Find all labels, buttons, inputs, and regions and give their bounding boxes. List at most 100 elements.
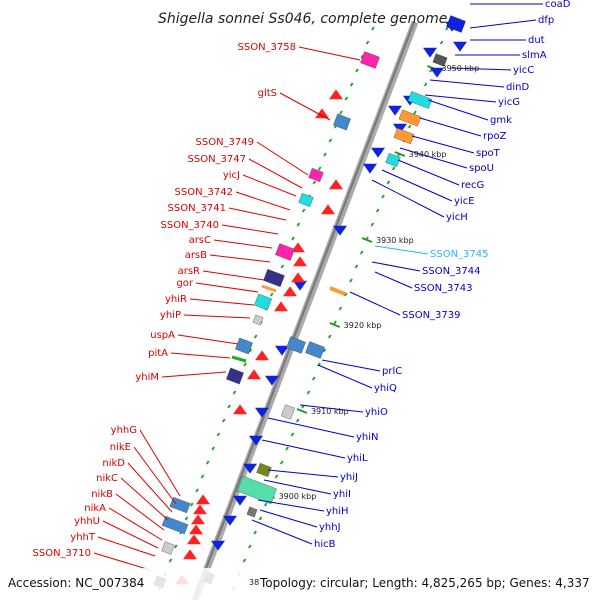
gene-arrow-left-9 bbox=[255, 350, 269, 361]
leader-sson-3740 bbox=[221, 224, 279, 235]
left-label-sson-3747: SSON_3747 bbox=[188, 154, 247, 165]
tick-mark-left bbox=[280, 264, 285, 269]
left-label-sson-3741: SSON_3741 bbox=[168, 203, 227, 214]
left-label-uspa: uspA bbox=[150, 330, 175, 341]
gene-arrow-right-16 bbox=[233, 495, 247, 506]
left-label-sson-3758: SSON_3758 bbox=[238, 42, 297, 53]
gene-arrow-left-10 bbox=[247, 369, 261, 380]
gene-arrow-right-13 bbox=[255, 407, 269, 418]
tick-mark-right bbox=[263, 502, 268, 507]
leader-arsr bbox=[202, 270, 265, 281]
right-label-dfp: dfp bbox=[538, 15, 554, 26]
tick-mark-right bbox=[349, 278, 353, 283]
gene-arrow-left-17 bbox=[183, 549, 197, 560]
kbp-label-3900-kbp: 3900 kbp bbox=[279, 492, 317, 501]
gene-arrow-left-11 bbox=[233, 404, 247, 415]
right-label-yich: yicH bbox=[446, 212, 468, 223]
tick-mark-left bbox=[189, 502, 194, 507]
tick-mark-right bbox=[279, 460, 284, 465]
gene-arrow-right-18 bbox=[211, 540, 225, 551]
tick-mark-left bbox=[355, 68, 359, 73]
leader-sson-3749 bbox=[256, 141, 309, 176]
gene-box-yhiO bbox=[281, 404, 295, 420]
tick-mark-right bbox=[322, 348, 327, 353]
right-label-sson-3743: SSON_3743 bbox=[414, 283, 473, 294]
leader-yhhg bbox=[139, 429, 181, 497]
right-label-dut: dut bbox=[528, 35, 545, 46]
gene-box-SSON_3749-shape bbox=[308, 168, 324, 182]
leader-gor bbox=[195, 282, 259, 293]
leader-yhin bbox=[267, 417, 355, 438]
leader-sson-3743 bbox=[374, 271, 413, 289]
gene-box-arsB bbox=[275, 243, 295, 261]
tick-mark-right bbox=[274, 474, 279, 479]
map-title: Shigella sonnei Ss046, complete genome bbox=[158, 11, 447, 27]
left-label-arsr: arsR bbox=[178, 266, 200, 277]
leader-nikd bbox=[127, 462, 173, 513]
tick-mark-left bbox=[211, 446, 215, 451]
leader-prlc bbox=[321, 359, 381, 372]
leader-yhip bbox=[183, 314, 251, 319]
right-label-sson-3739: SSON_3739 bbox=[402, 310, 461, 321]
left-label-yhht: yhhT bbox=[70, 532, 96, 543]
leader-gmk bbox=[427, 99, 489, 121]
gene-box-arsB-shape bbox=[275, 243, 295, 261]
gene-arrow-right-15 bbox=[243, 463, 257, 474]
leader-yicg bbox=[424, 94, 497, 103]
tick-mark-right bbox=[253, 530, 257, 535]
leader-yhil bbox=[261, 439, 346, 459]
accession-text: Accession: NC_007384 bbox=[8, 576, 144, 590]
kbp-tick-3920-kbp bbox=[329, 322, 341, 328]
gene-line-pitA bbox=[231, 355, 247, 363]
gene-arrow-right-9 bbox=[333, 225, 347, 236]
right-label-yicc: yicC bbox=[513, 65, 534, 76]
right-label-yhio: yhiO bbox=[365, 407, 388, 418]
genome-backbone-core bbox=[193, 21, 415, 600]
leader-layer bbox=[93, 3, 543, 571]
gene-line-gor bbox=[261, 284, 277, 293]
tick-mark-left bbox=[317, 166, 322, 171]
gene-box-yhiM bbox=[226, 367, 244, 385]
kbp-label-3940-kbp: 3940 kbp bbox=[409, 150, 447, 159]
tick-mark-right bbox=[391, 166, 396, 171]
left-label-yhim: yhiM bbox=[135, 372, 159, 383]
tick-mark-left bbox=[312, 180, 317, 185]
kbp-tick-3930-kbp bbox=[361, 237, 373, 243]
gene-box-yhiH-shape bbox=[237, 475, 277, 505]
gene-box-dfp bbox=[446, 15, 466, 33]
gene-box-SSON_3749 bbox=[308, 168, 324, 182]
leader-nike bbox=[133, 446, 177, 505]
tick-mark-right bbox=[242, 558, 247, 563]
kbp-label-3920-kbp: 3920 kbp bbox=[344, 321, 382, 330]
leader-pita bbox=[170, 352, 231, 359]
leader-sson-3741 bbox=[228, 207, 287, 221]
gene-box-gmk bbox=[407, 91, 433, 109]
leader-arsb bbox=[209, 254, 271, 263]
gene-arrow-right-8 bbox=[363, 163, 377, 174]
right-label-recg: recG bbox=[461, 180, 484, 191]
right-label-coad: coaD bbox=[545, 0, 571, 10]
leader-sson-3747 bbox=[248, 158, 303, 189]
tick-mark-left bbox=[243, 362, 247, 367]
topology-text: Topology: circular; Length: 4,825,265 bp… bbox=[259, 576, 590, 590]
gene-box-dfp-shape bbox=[446, 15, 466, 33]
gene-box-gmk-shape bbox=[407, 91, 433, 109]
gene-box-rpoZ bbox=[398, 109, 422, 127]
left-label-yicj: yicJ bbox=[223, 170, 240, 181]
gene-arrow-left-5 bbox=[293, 256, 307, 267]
leader-spou bbox=[399, 147, 468, 169]
gene-box-prlC bbox=[286, 336, 306, 354]
tick-mark-left bbox=[248, 348, 253, 353]
right-label-slma: slmA bbox=[522, 50, 547, 61]
leader-nika bbox=[108, 507, 163, 541]
leader-yicj bbox=[242, 174, 297, 197]
gene-arrow-left-1 bbox=[315, 108, 329, 119]
gene-box-spoT bbox=[393, 127, 415, 145]
gene-box-yhiO-shape bbox=[281, 404, 295, 420]
gene-box-spoU bbox=[385, 153, 401, 167]
gene-box-gltS bbox=[333, 113, 351, 131]
left-label-glts: gltS bbox=[258, 88, 277, 99]
leader-yhih bbox=[257, 499, 325, 512]
right-label-sson-3744: SSON_3744 bbox=[422, 266, 481, 277]
